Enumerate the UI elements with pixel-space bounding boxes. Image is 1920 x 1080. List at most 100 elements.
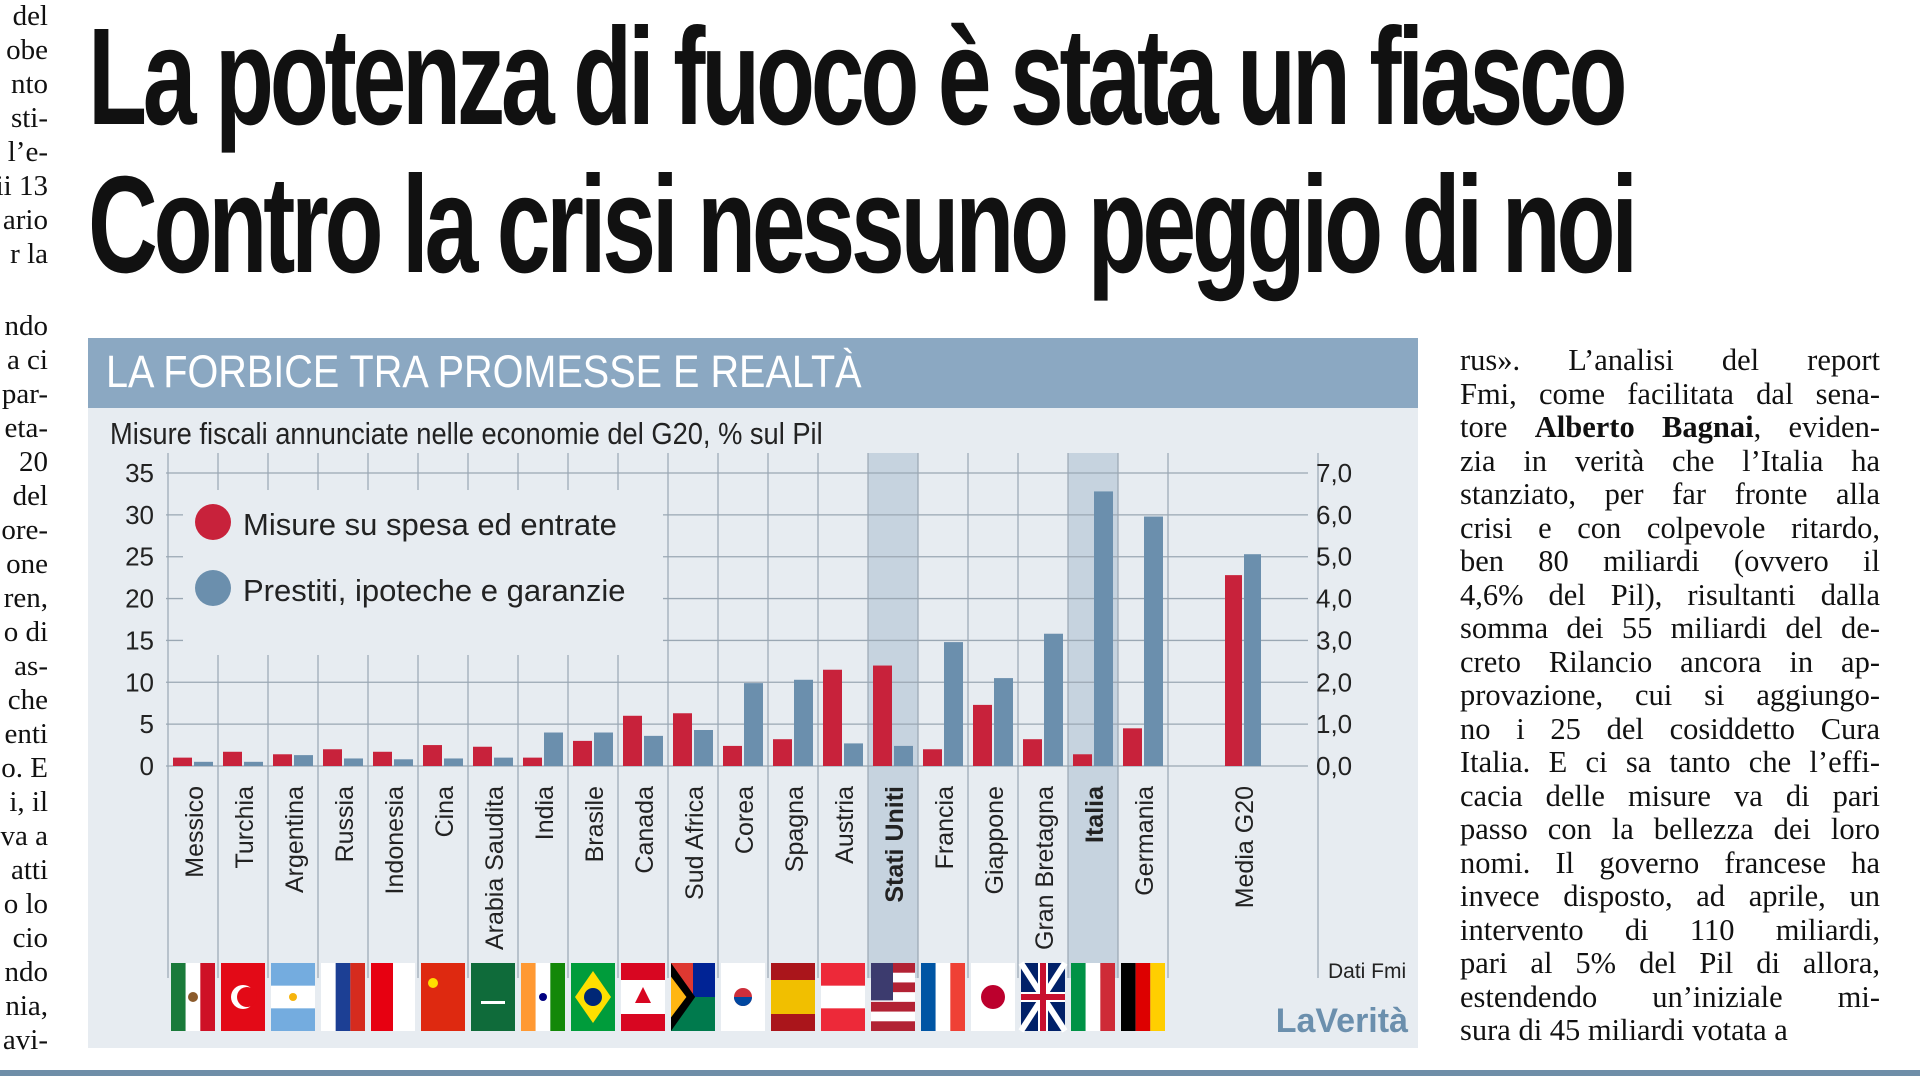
left-column-fragment: ario (2, 204, 48, 236)
chart-subtitle: Misure fiscali annunciate nelle economie… (110, 416, 823, 451)
flag-part (321, 963, 336, 1031)
bar-blue (544, 732, 563, 766)
bar-red (573, 740, 592, 766)
flag-part (771, 980, 815, 1014)
left-column-fragment: ndo (4, 956, 49, 988)
flag-icon (221, 963, 265, 1031)
bar-blue (344, 758, 363, 766)
right-column-line: somma dei 55 miliardi del de- (1460, 611, 1880, 645)
flag-icon (871, 963, 915, 1031)
y-tick-left: 30 (125, 500, 154, 530)
category-label: Arabia Saudita (481, 786, 509, 950)
chart-panel: LA FORBICE TRA PROMESSE E REALTÀ Misure … (88, 338, 1418, 1048)
left-column-fragment: i, il (9, 786, 48, 818)
bar-red (423, 745, 442, 766)
flag-icon (571, 963, 615, 1031)
left-column-fragment: che (7, 684, 48, 716)
category-label: Italia (1081, 785, 1109, 843)
left-column-fragment: del (12, 480, 48, 512)
y-tick-left: 5 (140, 709, 154, 739)
flag-part (1071, 963, 1086, 1031)
flag-part (584, 988, 602, 1006)
y-tick-left: 25 (125, 542, 154, 572)
y-tick-right: 3,0 (1316, 625, 1352, 655)
left-column-fragment: o. E (1, 752, 48, 784)
chart-title: LA FORBICE TRA PROMESSE E REALTÀ (106, 346, 862, 397)
flag-part (935, 963, 951, 1031)
y-tick-right: 4,0 (1316, 584, 1352, 614)
bar-blue (244, 761, 263, 766)
bar-blue (744, 683, 763, 766)
left-column-fragment: nto (10, 68, 48, 100)
y-tick-right: 0,0 (1316, 751, 1352, 781)
category-label: Media G20 (1231, 786, 1259, 908)
flag-part (550, 963, 565, 1031)
category-label: India (531, 786, 559, 840)
bar-red (673, 713, 692, 766)
headline-line-1: La potenza di fuoco è stata un fiasco (88, 0, 1628, 154)
category-label: Gran Bretagna (1031, 786, 1059, 950)
flag-part (821, 985, 865, 1009)
flag-part (921, 963, 936, 1031)
bar-red (1123, 728, 1142, 766)
bar-red (823, 669, 842, 766)
flag-part (237, 987, 257, 1007)
brand-logo: LaVerità (1276, 1002, 1408, 1040)
flag-icon (421, 963, 465, 1031)
flag-part (871, 1001, 915, 1012)
flag-icon (821, 963, 865, 1031)
bar-blue (894, 745, 913, 766)
y-tick-right: 1,0 (1316, 709, 1352, 739)
flag-icon (171, 963, 215, 1031)
right-column-line: intervento di 110 miliardi, (1460, 912, 1880, 947)
legend-background (183, 490, 663, 655)
flag-part (635, 987, 651, 1003)
left-column-fragment: r la (10, 238, 48, 270)
flag-part (1121, 963, 1136, 1031)
bottom-rule (0, 1070, 1920, 1076)
right-column-line: cacia delle misure va di pari (1460, 778, 1880, 813)
legend-swatch-blue (195, 570, 231, 606)
bar-red (473, 746, 492, 766)
bar-blue (1094, 491, 1113, 766)
legend-label-1: Misure su spesa ed entrate (243, 507, 617, 542)
left-column-fragment: one (6, 548, 48, 580)
category-label: Brasile (581, 786, 609, 862)
bar-blue (944, 642, 963, 766)
flag-part (981, 985, 1005, 1009)
flag-part (671, 976, 687, 1018)
right-column-line: sura di 45 miliardi votata a (1460, 1013, 1788, 1047)
left-column-fragment: o lo (3, 888, 48, 920)
category-label: Stati Uniti (881, 786, 909, 903)
right-column-line: pari al 5% del Pil di allora, (1460, 946, 1880, 980)
flag-part (421, 963, 465, 1031)
category-label: Indonesia (381, 786, 409, 895)
flag-part (171, 963, 186, 1031)
bar-blue (594, 732, 613, 766)
left-column-text: del obe nto sti-l’e-ii 13 ario r la ndo a ci par… (0, 0, 50, 1060)
y-tick-right: 7,0 (1316, 458, 1352, 488)
y-tick-right: 6,0 (1316, 500, 1352, 530)
flag-part (350, 963, 365, 1031)
left-column-fragment: 20 (19, 446, 48, 478)
flag-icon (471, 963, 515, 1031)
right-column-line: provazione, cui si aggiungo- (1460, 678, 1880, 712)
left-column-fragment: ii 13 (0, 170, 48, 202)
flag-icon (671, 963, 715, 1031)
right-column-line: tore Alberto Bagnai, eviden- (1460, 410, 1880, 444)
y-tick-left: 15 (125, 625, 154, 655)
category-label: Argentina (281, 786, 309, 893)
right-column-line: invece disposto, ad aprile, un (1460, 879, 1880, 913)
category-label: Canada (631, 786, 659, 874)
chart-title-bar: LA FORBICE TRA PROMESSE E REALTÀ (88, 338, 1418, 408)
right-column-line: creto Rilancio ancora in ap- (1460, 644, 1880, 679)
flag-part (1150, 963, 1165, 1031)
right-column-line: Italia. E ci sa tanto che l’effi- (1460, 745, 1880, 779)
bar-red (873, 665, 892, 766)
flag-part (1085, 963, 1101, 1031)
y-tick-left: 35 (125, 458, 154, 488)
bar-red (273, 754, 292, 766)
bar-blue (194, 761, 213, 766)
flag-part (734, 997, 752, 1006)
bar-blue (644, 735, 663, 766)
